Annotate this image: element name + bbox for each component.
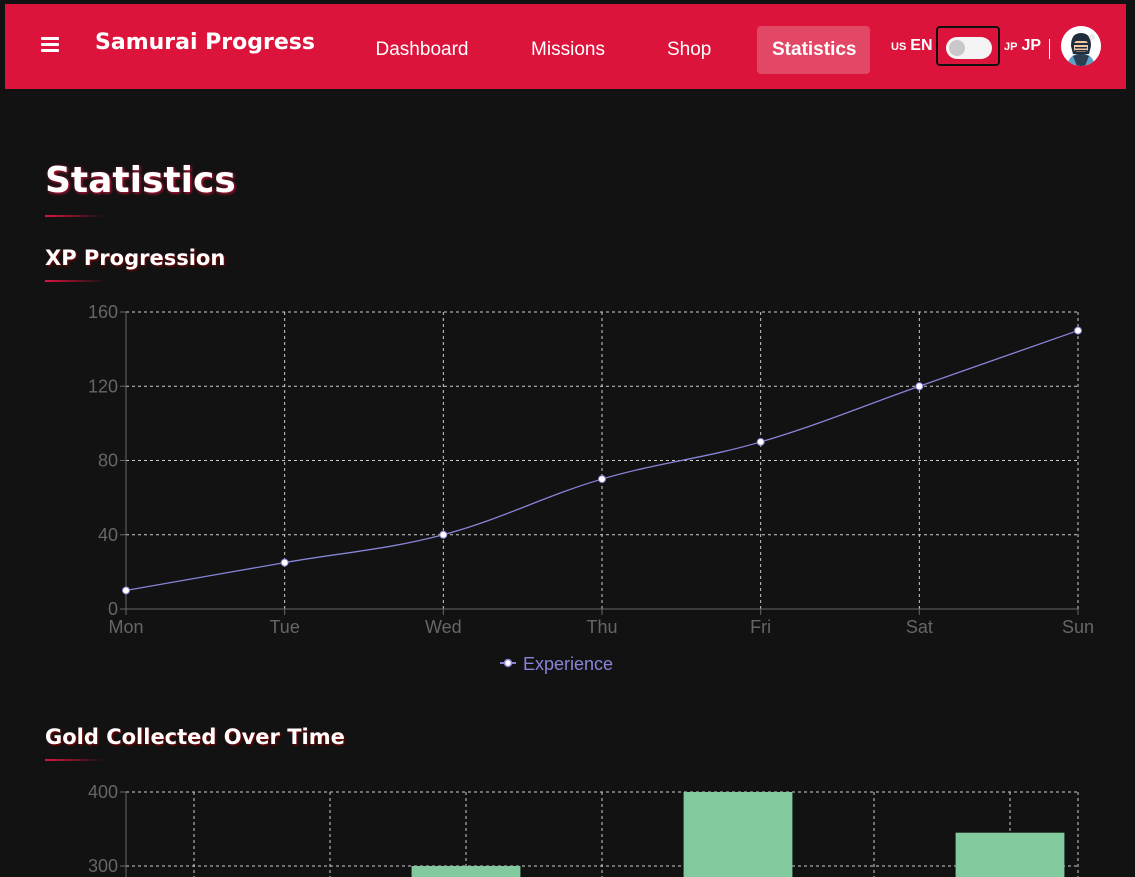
x-tick-label: Thu: [586, 617, 617, 637]
nav-link-dashboard[interactable]: Dashboard: [375, 39, 469, 60]
xp-section-title: XP Progression: [45, 246, 226, 270]
x-tick-label: Mon: [108, 617, 143, 637]
y-tick-label: 120: [88, 376, 118, 396]
x-tick-label: Sun: [1062, 617, 1094, 637]
nav-link-shop[interactable]: Shop: [667, 39, 712, 60]
gold-bar: [683, 792, 793, 877]
hamburger-menu-icon[interactable]: [41, 37, 59, 53]
page-title-underline: [45, 215, 105, 217]
x-tick-label: Fri: [750, 617, 771, 637]
y-tick-label: 40: [98, 525, 118, 545]
samurai-avatar-icon: [1061, 26, 1101, 66]
data-point: [756, 437, 765, 446]
y-tick-label: 400: [88, 782, 118, 802]
y-tick-label: 160: [88, 302, 118, 322]
gold-collected-chart: 300 400: [88, 782, 1079, 877]
lang-en-code: EN: [910, 37, 933, 54]
lang-en-label: US EN: [891, 37, 933, 55]
navbar: Samurai Progress Dashboard Missions Shop…: [5, 4, 1126, 89]
data-point: [280, 558, 289, 567]
nav-link-missions[interactable]: Missions: [531, 39, 605, 60]
gold-bar: [411, 866, 521, 877]
xp-progression-chart: 0 40 80 120 160 Mon Tue Wed Thu Fri Sat Sun Experien…: [88, 302, 1094, 674]
page-title: Statistics: [45, 160, 236, 201]
data-point: [122, 586, 130, 595]
toggle-knob[interactable]: [949, 40, 965, 56]
jp-flag-icon: JP: [1004, 41, 1018, 53]
y-tick-label: 300: [88, 856, 118, 876]
legend-marker-icon: [503, 658, 513, 668]
data-point: [1074, 326, 1082, 335]
toggle-track[interactable]: [946, 37, 992, 59]
lang-jp-code: JP: [1021, 37, 1042, 54]
y-tick-label: 80: [98, 451, 118, 471]
data-point: [439, 530, 448, 539]
brand-title[interactable]: Samurai Progress: [95, 30, 315, 55]
gold-bar: [955, 832, 1065, 877]
x-tick-label: Tue: [269, 617, 299, 637]
data-point: [915, 382, 924, 391]
x-tick-label: Wed: [425, 617, 462, 637]
language-toggle[interactable]: [936, 26, 1000, 66]
legend-label: Experience: [523, 654, 613, 674]
xp-title-underline: [45, 280, 105, 282]
gold-section-title: Gold Collected Over Time: [45, 725, 345, 749]
x-tick-label: Sat: [906, 617, 933, 637]
user-avatar[interactable]: [1061, 26, 1101, 66]
gold-title-underline: [45, 759, 105, 761]
lang-jp-label: JP JP: [1004, 37, 1041, 55]
us-flag-icon: US: [891, 41, 907, 53]
data-point: [598, 475, 606, 484]
y-tick-label: 0: [108, 599, 118, 619]
nav-divider: [1049, 39, 1050, 59]
nav-link-statistics[interactable]: Statistics: [757, 26, 870, 74]
